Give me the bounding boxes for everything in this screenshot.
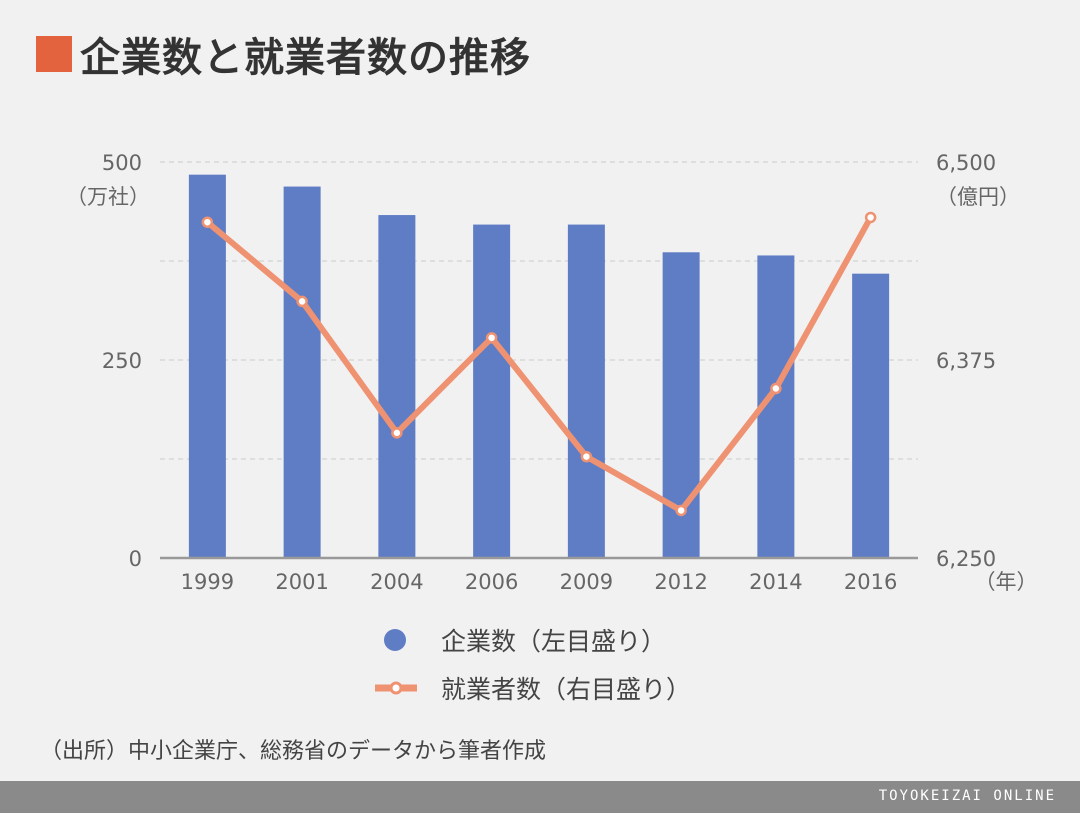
source-note: （出所）中小企業庁、総務省のデータから筆者作成 — [40, 739, 547, 764]
bar-2016 — [852, 273, 890, 558]
y-left-unit: （万社） — [66, 185, 150, 209]
line-point-2012 — [675, 504, 687, 517]
line-series-employees — [204, 214, 874, 514]
line-point-2016 — [864, 211, 877, 224]
x-tick-label: 2009 — [560, 570, 613, 594]
chart-title: 企業数と就業者数の推移 — [80, 35, 531, 81]
title-square-icon — [36, 36, 72, 72]
footer-bar: TOYOKEIZAI ONLINE — [0, 781, 1080, 813]
legend-item-line: 就業者数（右目盛り） — [375, 668, 691, 708]
brand-label: TOYOKEIZAI ONLINE — [878, 788, 1056, 804]
x-tick-label: 2001 — [275, 570, 328, 594]
y-right-tick-label: 6,375 — [936, 349, 996, 373]
line-point-2009 — [580, 450, 593, 463]
y-right-tick-label: 6,500 — [936, 151, 996, 175]
x-tick-label: 1999 — [181, 570, 234, 594]
bar-2001 — [283, 186, 321, 558]
legend-label-line: 就業者数（右目盛り） — [441, 675, 692, 704]
y-right-unit: （億円） — [936, 185, 1020, 209]
x-tick-label: 2014 — [749, 570, 802, 594]
x-tick-label: 2012 — [654, 570, 707, 594]
line-point-2004 — [391, 427, 403, 439]
y-left-tick-label: 0 — [129, 547, 142, 571]
y-left-tick-label: 500 — [102, 151, 142, 175]
x-tick-label: 2004 — [370, 570, 423, 594]
legend-label-bar: 企業数（左目盛り） — [441, 627, 667, 656]
y-left-tick-label: 250 — [102, 349, 142, 373]
bar-1999 — [188, 174, 226, 558]
y-right-tick-label: 6,250 — [936, 547, 996, 571]
bar-2004 — [378, 215, 416, 558]
circle-marker-icon — [384, 629, 406, 651]
line-marker-icon — [375, 681, 417, 695]
line-point-2014 — [770, 382, 782, 395]
x-tick-label: 2016 — [844, 570, 897, 594]
line-point-2001 — [296, 295, 308, 308]
chart-title-block: 企業数と就業者数の推移 — [36, 28, 531, 81]
bar-2009 — [567, 224, 605, 558]
line-point-1999 — [201, 216, 214, 228]
bar-2006 — [473, 224, 511, 558]
x-axis-unit: （年） — [975, 570, 1038, 594]
legend-item-bar: 企業数（左目盛り） — [375, 620, 666, 660]
line-point-2006 — [485, 332, 498, 344]
x-tick-label: 2006 — [465, 570, 518, 594]
